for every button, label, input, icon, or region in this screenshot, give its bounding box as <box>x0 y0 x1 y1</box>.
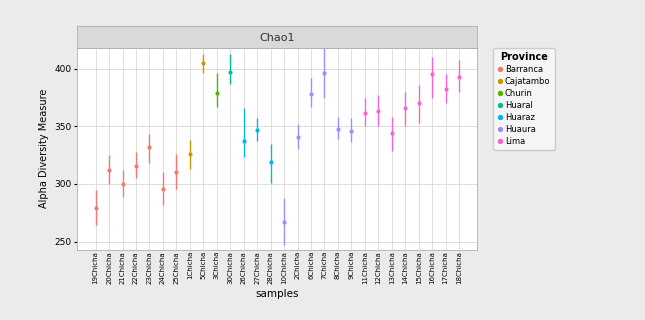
Legend: Barranca, Cajatambo, Churin, Huaral, Huaraz, Huaura, Lima: Barranca, Cajatambo, Churin, Huaral, Hua… <box>493 48 555 150</box>
Text: Chao1: Chao1 <box>259 33 295 43</box>
Y-axis label: Alpha Diversity Measure: Alpha Diversity Measure <box>39 89 49 209</box>
X-axis label: samples: samples <box>255 289 299 300</box>
